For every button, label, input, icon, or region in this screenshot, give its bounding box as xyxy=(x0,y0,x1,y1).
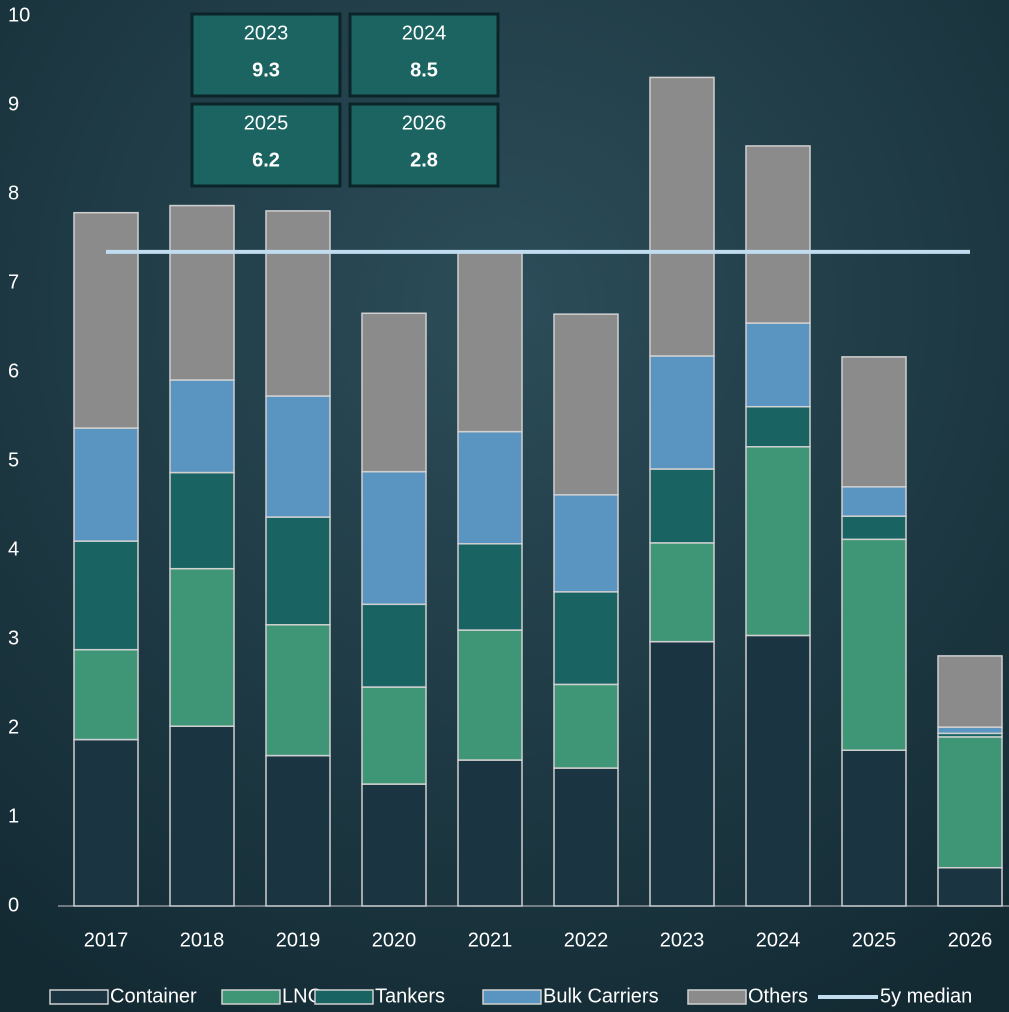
y-tick-label: 3 xyxy=(8,627,19,649)
annotation-value: 6.2 xyxy=(252,149,280,171)
bar-segment xyxy=(458,432,522,544)
y-tick-label: 9 xyxy=(8,93,19,115)
bar-segment xyxy=(842,539,906,750)
legend-swatch xyxy=(688,990,746,1004)
bar-segment xyxy=(554,684,618,768)
annotation-label: 2023 xyxy=(244,22,289,44)
y-tick-label: 10 xyxy=(8,4,30,26)
bar-segment xyxy=(266,756,330,906)
bar-segment xyxy=(266,211,330,396)
bar-segment xyxy=(458,252,522,432)
bar-segment xyxy=(842,750,906,906)
bar-segment xyxy=(266,396,330,517)
y-tick-label: 1 xyxy=(8,805,19,827)
x-tick-label: 2026 xyxy=(948,929,993,951)
annotation-value: 8.5 xyxy=(410,59,438,81)
bar-segment xyxy=(362,313,426,471)
legend-label: Container xyxy=(110,985,197,1007)
bar-segment xyxy=(650,77,714,356)
bar-segment xyxy=(650,543,714,642)
bar-segment xyxy=(458,630,522,760)
x-tick-label: 2019 xyxy=(276,929,321,951)
bar-segment xyxy=(266,517,330,625)
bar-segment xyxy=(746,146,810,323)
chart: 0 1 2 3 4 5 6 7 8 9 10 2017 2018 2019 2020 2021 2022 2023… xyxy=(0,0,1009,1012)
legend-label: Bulk Carriers xyxy=(543,985,659,1007)
bar-segment xyxy=(554,314,618,495)
y-tick-label: 6 xyxy=(8,360,19,382)
bar-segment xyxy=(74,650,138,740)
x-tick-label: 2020 xyxy=(372,929,417,951)
annotation-label: 2025 xyxy=(244,112,289,134)
annotation-label: 2024 xyxy=(402,22,447,44)
bar-segment xyxy=(938,737,1002,868)
bar-segment xyxy=(842,487,906,516)
y-tick-label: 2 xyxy=(8,716,19,738)
bar-segment xyxy=(842,516,906,539)
bar-segment xyxy=(362,604,426,687)
y-tick-label: 8 xyxy=(8,182,19,204)
x-tick-label: 2018 xyxy=(180,929,225,951)
bar-segment xyxy=(746,635,810,906)
y-tick-label: 4 xyxy=(8,538,19,560)
legend-swatch xyxy=(483,990,541,1004)
x-tick-label: 2025 xyxy=(852,929,897,951)
legend-label: Others xyxy=(748,985,808,1007)
legend-swatch xyxy=(222,990,280,1004)
bar-segment xyxy=(170,726,234,906)
bar-segment xyxy=(746,323,810,407)
bar-segment xyxy=(746,407,810,447)
y-tick-label: 5 xyxy=(8,449,19,471)
bar-segment xyxy=(74,541,138,650)
x-tick-label: 2017 xyxy=(84,929,129,951)
x-tick-label: 2021 xyxy=(468,929,513,951)
bar-segment xyxy=(938,656,1002,727)
bar-segment xyxy=(650,642,714,906)
y-tick-label: 7 xyxy=(8,271,19,293)
bar-segment xyxy=(74,428,138,541)
bar-segment xyxy=(170,380,234,473)
bar-segment xyxy=(842,357,906,487)
bar-segment xyxy=(362,687,426,784)
legend-label: Tankers xyxy=(375,985,445,1007)
bar-segment xyxy=(938,727,1002,733)
bar-segment xyxy=(554,768,618,906)
bar-segment xyxy=(746,447,810,636)
x-tick-label: 2022 xyxy=(564,929,609,951)
legend-swatch xyxy=(50,990,108,1004)
bar-segment xyxy=(74,740,138,906)
x-tick-label: 2023 xyxy=(660,929,705,951)
annotation-value: 2.8 xyxy=(410,149,438,171)
bar-segment xyxy=(170,473,234,569)
bar-segment xyxy=(458,760,522,906)
bar-segment xyxy=(170,206,234,380)
annotation-value: 9.3 xyxy=(252,59,280,81)
bar-segment xyxy=(74,213,138,428)
annotation-label: 2026 xyxy=(402,112,447,134)
bar-segment xyxy=(266,625,330,756)
x-tick-label: 2024 xyxy=(756,929,801,951)
bar-segment xyxy=(362,472,426,605)
y-tick-label: 0 xyxy=(8,894,19,916)
bar-segment xyxy=(170,569,234,727)
bar-segment xyxy=(554,592,618,685)
bar-segment xyxy=(650,469,714,543)
bar-segment xyxy=(938,868,1002,906)
legend-label: 5y median xyxy=(880,985,972,1007)
bar-segment xyxy=(362,784,426,906)
bar-segment xyxy=(458,544,522,630)
legend-swatch xyxy=(315,990,373,1004)
bar-segment xyxy=(650,356,714,469)
bar-segment xyxy=(554,495,618,592)
